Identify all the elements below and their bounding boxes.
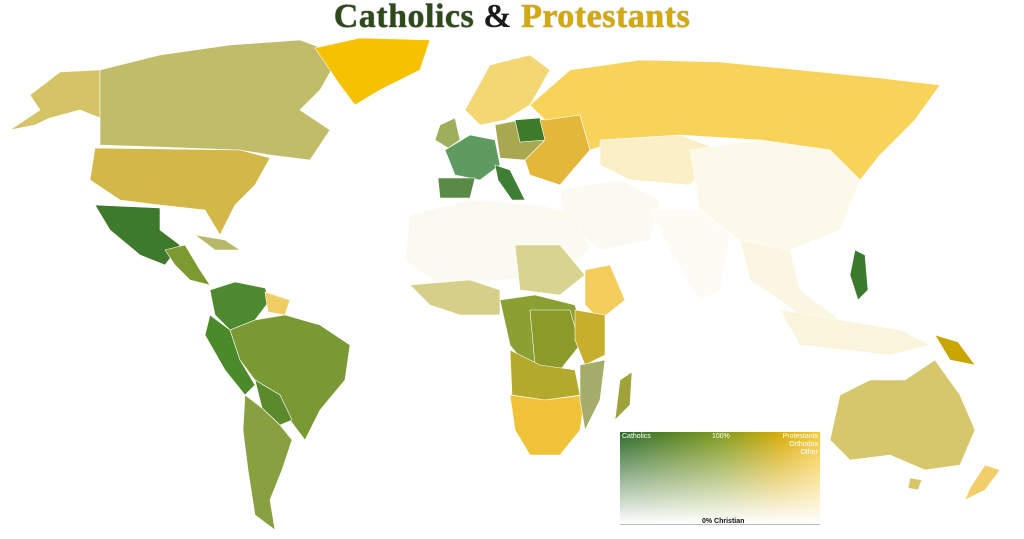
region-madagascar bbox=[614, 371, 633, 421]
region-bolivia-paraguay bbox=[254, 379, 293, 426]
region-new-zealand bbox=[964, 464, 1001, 501]
region-west-africa bbox=[409, 279, 501, 316]
title-protestants: Protestants bbox=[521, 0, 691, 35]
region-canada bbox=[99, 39, 341, 161]
region-russia bbox=[529, 59, 941, 181]
region-south-asia bbox=[649, 209, 731, 301]
legend-other-label: Other bbox=[800, 449, 818, 456]
region-mozambique bbox=[579, 359, 606, 431]
region-greenland bbox=[314, 37, 431, 106]
legend-orthodox-label: Orthodox bbox=[789, 441, 818, 448]
legend-zero-label: 0% Christian bbox=[702, 518, 745, 525]
region-congo-drc bbox=[529, 309, 581, 371]
region-sudan-chad bbox=[514, 244, 586, 296]
region-east-asia bbox=[689, 139, 861, 251]
region-argentina-chile bbox=[242, 394, 293, 531]
title-ampersand: & bbox=[483, 0, 513, 35]
region-iberia bbox=[437, 177, 476, 199]
region-ethiopia bbox=[584, 264, 626, 321]
region-philippines bbox=[849, 249, 869, 301]
region-uk-ireland bbox=[434, 117, 461, 149]
region-tasmania bbox=[907, 477, 923, 491]
region-papua-new-guinea bbox=[934, 334, 976, 366]
region-mexico bbox=[94, 204, 181, 266]
region-scandinavia bbox=[464, 54, 551, 126]
region-alaska bbox=[9, 69, 101, 131]
region-central-asia bbox=[599, 134, 721, 186]
region-indonesia bbox=[779, 309, 931, 356]
legend-protestants-label: Protestants bbox=[782, 433, 818, 440]
region-central-america bbox=[164, 244, 211, 286]
region-usa bbox=[89, 147, 271, 236]
color-legend: Catholics 100% Protestants Orthodox Othe… bbox=[620, 432, 820, 525]
region-western-europe bbox=[444, 134, 501, 181]
map-title: Catholics & Protestants bbox=[0, 0, 1024, 36]
region-southern-africa bbox=[509, 394, 586, 456]
region-caribbean bbox=[194, 234, 241, 251]
title-catholics: Catholics bbox=[333, 0, 475, 35]
legend-100-label: 100% bbox=[712, 433, 730, 440]
region-east-africa bbox=[574, 309, 606, 366]
region-italy bbox=[494, 164, 526, 201]
region-guianas bbox=[264, 291, 291, 316]
region-colombia-venezuela bbox=[209, 281, 271, 331]
legend-catholics-label: Catholics bbox=[622, 433, 651, 440]
region-australia bbox=[829, 359, 976, 471]
